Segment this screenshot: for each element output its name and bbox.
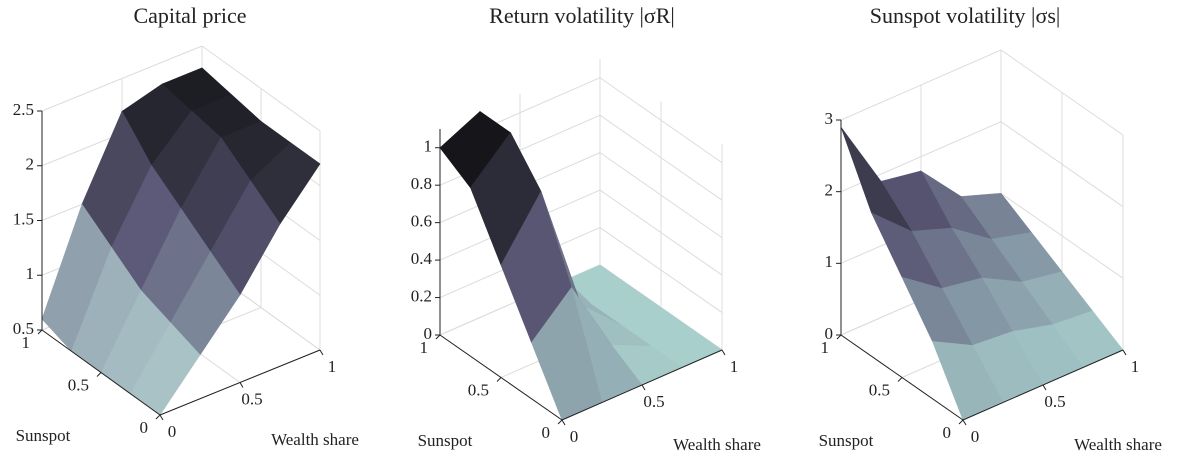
z-tick-label: 1.5	[13, 209, 34, 228]
grid-line	[599, 227, 723, 313]
y-tick	[37, 329, 43, 335]
x-axis-label: Wealth share	[673, 435, 761, 454]
y-axis-label: Sunspot	[819, 431, 874, 450]
grid-line	[599, 114, 723, 201]
chart-title: Capital price	[133, 3, 246, 28]
grid-line	[599, 77, 723, 164]
x-tick-label: 0.5	[1044, 392, 1065, 411]
x-tick	[962, 419, 967, 426]
y-axis-label: Sunspot	[16, 426, 71, 445]
x-tick-label: 0.5	[241, 389, 262, 408]
grid-line	[599, 189, 723, 276]
y-tick	[557, 419, 563, 425]
y-tick	[958, 419, 964, 425]
x-tick	[159, 414, 164, 421]
y-tick-label: 0.5	[68, 375, 89, 394]
grid-line	[201, 45, 321, 132]
x-tick-label: 1	[1131, 357, 1140, 376]
y-tick	[897, 377, 903, 382]
z-tick-label: 2	[26, 155, 35, 174]
z-tick-label: 0.6	[411, 212, 432, 231]
x-tick	[319, 349, 324, 356]
y-tick-label: 0	[943, 423, 952, 442]
z-tick-label: 1	[424, 137, 433, 156]
z-tick-label: 0	[424, 324, 433, 343]
x-tick	[721, 349, 726, 356]
chart-title: Return volatility |σR|	[489, 3, 675, 28]
z-tick-label: 0.5	[13, 319, 34, 338]
x-axis-label: Wealth share	[271, 430, 359, 449]
grid-line	[1000, 49, 1124, 136]
y-tick	[155, 414, 161, 420]
z-tick-label: 2.5	[13, 100, 34, 119]
y-tick-label: 1	[22, 333, 31, 352]
grid-line	[1000, 121, 1124, 208]
x-tick	[641, 384, 646, 391]
x-axis-label: Wealth share	[1074, 435, 1162, 454]
y-tick-label: 0	[140, 418, 149, 437]
x-tick-label: 0	[570, 427, 579, 446]
x-tick-label: 1	[730, 357, 739, 376]
z-tick-label: 3	[825, 109, 834, 128]
x-tick	[239, 382, 244, 388]
x-tick	[1042, 384, 1047, 391]
z-tick-label: 0.4	[411, 249, 433, 268]
grid-line	[840, 49, 1002, 121]
y-axis-label: Sunspot	[418, 431, 473, 450]
x-tick	[1122, 349, 1127, 356]
grid-line	[41, 45, 203, 112]
grid-line	[1000, 192, 1124, 279]
y-tick-label: 0	[542, 423, 551, 442]
y-tick	[96, 372, 102, 377]
z-tick-label: 1	[26, 264, 35, 283]
x-tick	[561, 419, 566, 426]
x-tick-label: 1	[328, 357, 337, 376]
z-tick-label: 0	[825, 324, 834, 343]
y-tick	[435, 334, 441, 340]
x-tick-label: 0	[971, 427, 980, 446]
x-tick-label: 0.5	[643, 392, 664, 411]
z-tick-label: 0.2	[411, 286, 432, 305]
y-tick	[496, 377, 502, 382]
y-tick-label: 0.5	[869, 380, 890, 399]
z-tick-label: 0.8	[411, 174, 432, 193]
y-tick-label: 1	[821, 338, 830, 357]
y-tick-label: 0.5	[468, 380, 489, 399]
y-tick	[836, 334, 842, 340]
z-tick-label: 1	[825, 252, 834, 271]
z-tick-label: 2	[825, 181, 834, 200]
grid-line	[599, 152, 723, 239]
chart-title: Sunspot volatility |σs|	[870, 3, 1061, 28]
y-tick-label: 1	[420, 338, 429, 357]
x-tick-label: 0	[168, 422, 177, 441]
